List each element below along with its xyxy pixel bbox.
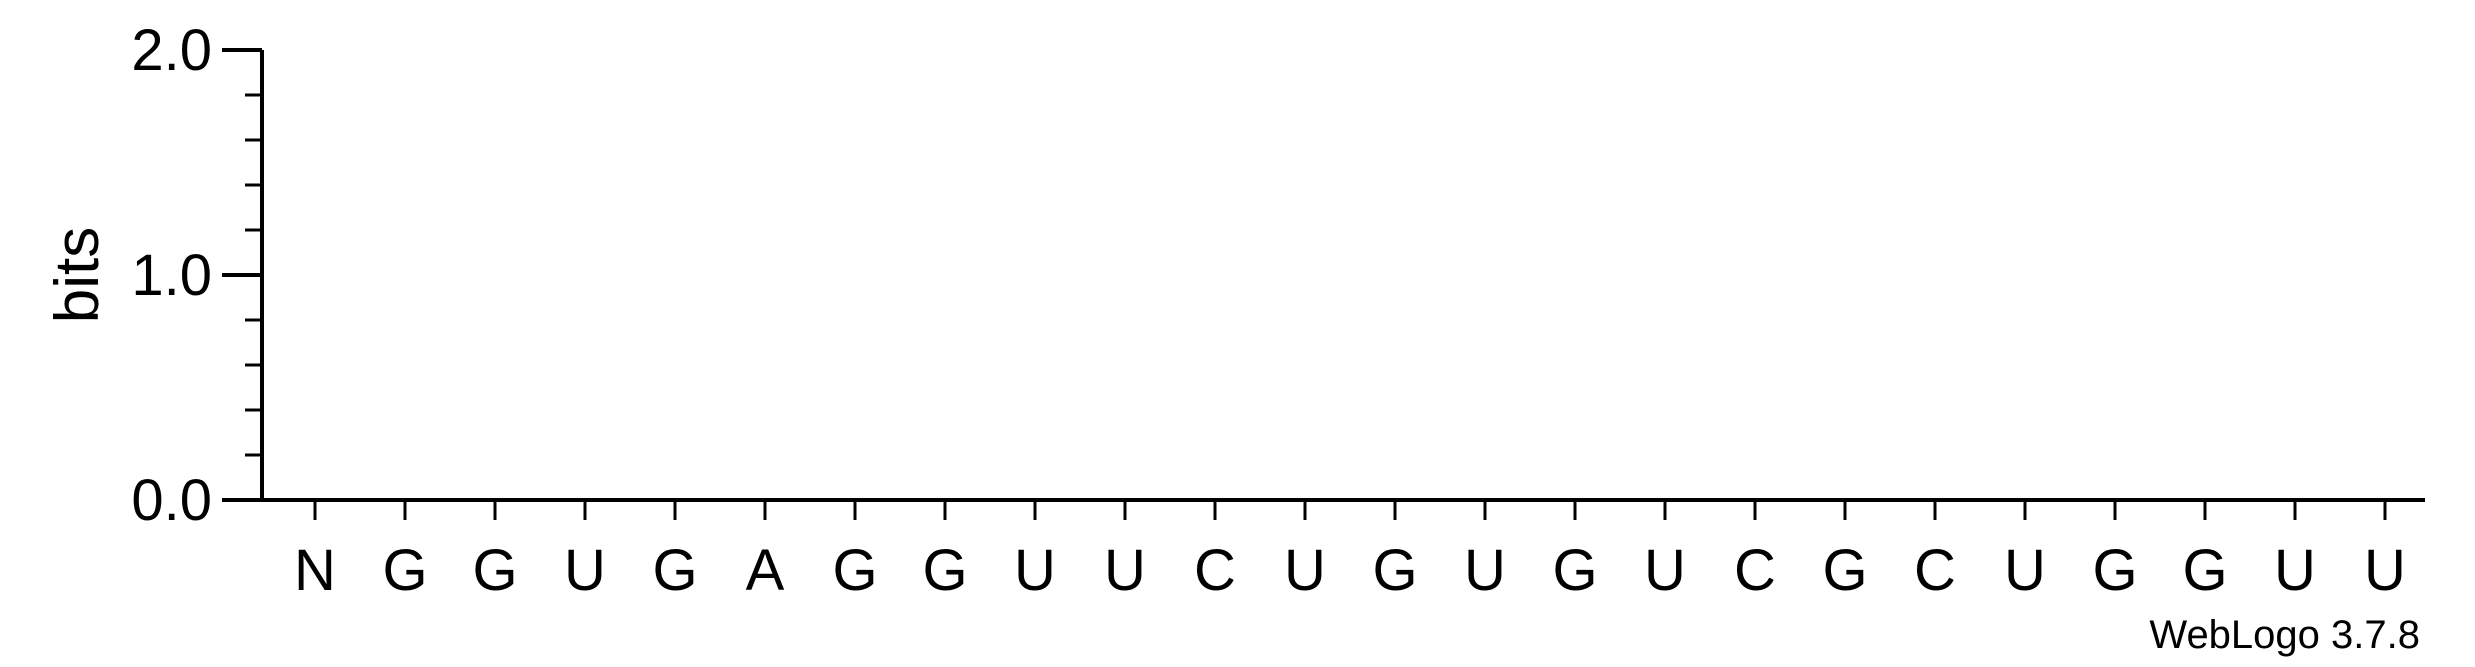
x-tick-label: N bbox=[294, 538, 336, 603]
x-tick-label: C bbox=[1194, 538, 1236, 603]
x-tick-label: G bbox=[2182, 538, 2227, 603]
x-tick-label: G bbox=[832, 538, 877, 603]
x-tick-label: U bbox=[564, 538, 606, 603]
weblogo-credit: WebLogo 3.7.8 bbox=[2149, 613, 2420, 657]
y-axis-title: bits bbox=[43, 227, 112, 323]
y-ticks: 0.0 1.0 2.0 bbox=[131, 18, 262, 533]
x-tick-label: G bbox=[1552, 538, 1597, 603]
x-tick-label: G bbox=[1822, 538, 1867, 603]
x-tick-label: G bbox=[2092, 538, 2137, 603]
x-tick-label: G bbox=[922, 538, 967, 603]
x-tick-label: G bbox=[472, 538, 517, 603]
y-tick-label: 1.0 bbox=[131, 243, 212, 308]
x-tick-label: U bbox=[2364, 538, 2406, 603]
x-tick-label: U bbox=[1284, 538, 1326, 603]
y-tick-label: 2.0 bbox=[131, 18, 212, 83]
x-tick-label: G bbox=[1372, 538, 1417, 603]
y-tick-label: 0.0 bbox=[131, 468, 212, 533]
x-tick-label: A bbox=[746, 538, 785, 603]
x-tick-label: C bbox=[1734, 538, 1776, 603]
x-tick-label: U bbox=[1014, 538, 1056, 603]
x-tick-label: U bbox=[1464, 538, 1506, 603]
x-tick-label: G bbox=[382, 538, 427, 603]
x-tick-label: U bbox=[1644, 538, 1686, 603]
x-tick-label: U bbox=[2004, 538, 2046, 603]
x-tick-label: G bbox=[652, 538, 697, 603]
x-tick-label: U bbox=[2274, 538, 2316, 603]
x-tick-label: C bbox=[1914, 538, 1956, 603]
x-tick-label: U bbox=[1104, 538, 1146, 603]
